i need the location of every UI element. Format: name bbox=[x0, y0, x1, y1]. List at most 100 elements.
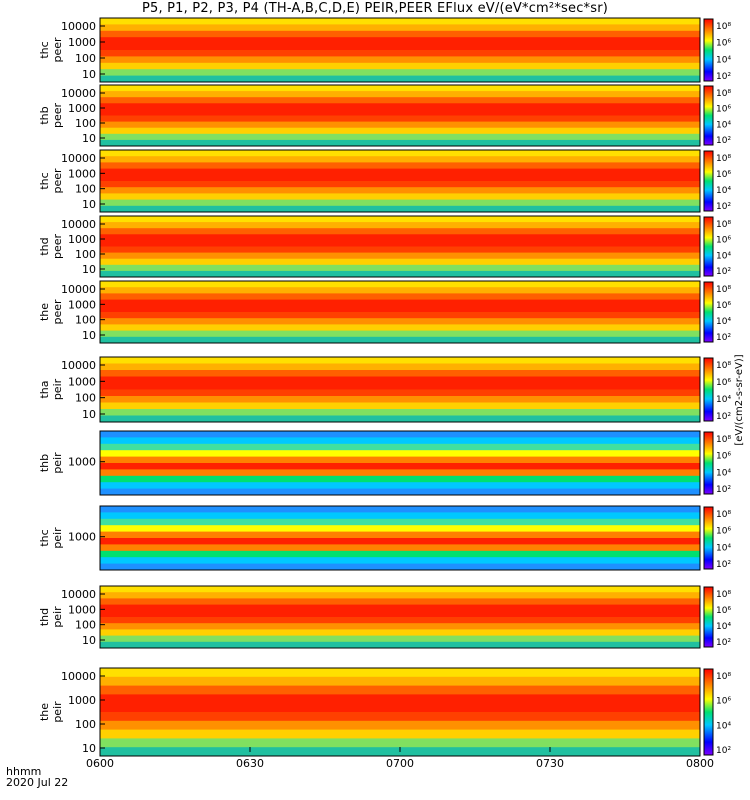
y-tick-label: 1000 bbox=[68, 603, 96, 616]
spectrogram-band bbox=[100, 402, 700, 410]
y-tick-label: 10000 bbox=[61, 670, 96, 683]
spectrogram-band bbox=[100, 50, 700, 57]
y-tick-label: 10 bbox=[82, 263, 96, 276]
colorbar-tick-label: 10⁶ bbox=[716, 606, 731, 616]
colorbar bbox=[703, 85, 714, 146]
spectrogram-band bbox=[100, 281, 700, 288]
panel-label: thd bbox=[38, 608, 51, 626]
colorbar bbox=[703, 586, 714, 648]
colorbar bbox=[703, 506, 714, 570]
spectrogram-band bbox=[100, 635, 700, 643]
y-tick-label: 10 bbox=[82, 742, 96, 755]
spectrogram-panel bbox=[100, 586, 700, 649]
colorbar-tick-label: 10⁸ bbox=[716, 361, 731, 371]
colorbar-tick-label: 10² bbox=[716, 746, 731, 756]
y-tick-label: 100 bbox=[75, 183, 96, 196]
y-tick-label: 100 bbox=[75, 619, 96, 632]
spectrogram-band bbox=[100, 75, 700, 83]
colorbar-tick-label: 10⁶ bbox=[716, 527, 731, 537]
spectrogram-band bbox=[100, 550, 700, 558]
y-tick-label: 100 bbox=[75, 718, 96, 731]
spectrogram-band bbox=[100, 456, 700, 464]
colorbar-tick-label: 10⁴ bbox=[716, 468, 731, 478]
spectrogram-band bbox=[100, 85, 700, 92]
y-tick-label: 1000 bbox=[68, 531, 96, 544]
spectrogram-band bbox=[100, 121, 700, 129]
y-tick-label: 10000 bbox=[61, 588, 96, 601]
colorbar-tick-label: 10⁶ bbox=[716, 697, 731, 707]
spectrogram-band bbox=[100, 258, 700, 266]
spectrogram-band bbox=[100, 24, 700, 32]
spectrogram-band bbox=[100, 685, 700, 695]
spectrogram-band bbox=[100, 694, 700, 704]
y-tick-label: 10 bbox=[82, 634, 96, 647]
spectrogram-band bbox=[100, 336, 700, 344]
spectrogram-band bbox=[100, 357, 700, 364]
y-tick-label: 100 bbox=[75, 117, 96, 130]
x-tick-label: 0630 bbox=[236, 757, 264, 770]
panel-label: thc bbox=[38, 172, 51, 189]
spectrogram-band bbox=[100, 623, 700, 630]
spectrogram-band bbox=[100, 199, 700, 207]
y-tick-label: 1000 bbox=[68, 456, 96, 469]
panel-frame bbox=[99, 356, 701, 423]
spectrogram-band bbox=[100, 234, 700, 241]
colorbar-tick-label: 10⁴ bbox=[716, 55, 731, 65]
panel-label: peir bbox=[51, 527, 64, 549]
spectrogram-band bbox=[100, 506, 700, 513]
y-tick-label: 10 bbox=[82, 132, 96, 145]
spectrogram-band bbox=[100, 443, 700, 451]
spectrogram-band bbox=[100, 676, 700, 687]
colorbar-axis-label: [eV/(cm2-s-sr-eV)] bbox=[734, 354, 745, 445]
spectrogram-band bbox=[100, 469, 700, 477]
spectrogram-band bbox=[100, 18, 700, 25]
y-tick-label: 10000 bbox=[61, 152, 96, 165]
spectrogram-band bbox=[100, 240, 700, 247]
colorbar-tick-label: 10⁴ bbox=[716, 251, 731, 261]
colorbar bbox=[703, 281, 714, 343]
panel-label: thc bbox=[38, 529, 51, 546]
spectrogram-band bbox=[100, 216, 700, 223]
panel-frame bbox=[99, 585, 701, 649]
colorbar-tick-label: 10⁸ bbox=[716, 590, 731, 600]
colorbar-tick-label: 10² bbox=[716, 638, 731, 648]
panel-label: the bbox=[38, 303, 51, 321]
y-tick-label: 100 bbox=[75, 248, 96, 261]
y-tick-label: 1000 bbox=[68, 102, 96, 115]
colorbar-tick-label: 10⁸ bbox=[716, 89, 731, 99]
spectrogram-panel bbox=[100, 18, 700, 83]
spectrogram-band bbox=[100, 174, 700, 182]
colorbar-tick-label: 10⁸ bbox=[716, 435, 731, 445]
colorbar-tick-label: 10⁴ bbox=[716, 543, 731, 553]
spectrogram-band bbox=[100, 156, 700, 163]
spectrogram-band bbox=[100, 437, 700, 445]
colorbar-tick-label: 10² bbox=[716, 72, 731, 82]
spectrogram-panel bbox=[100, 216, 700, 278]
spectrogram-band bbox=[100, 610, 700, 618]
spectrogram-band bbox=[100, 363, 700, 371]
colorbar bbox=[703, 216, 714, 277]
panel-frame bbox=[99, 430, 701, 496]
y-tick-label: 10 bbox=[82, 68, 96, 81]
spectrogram-band bbox=[100, 641, 700, 649]
spectrogram-band bbox=[100, 150, 700, 157]
x-tick-label: 0700 bbox=[386, 757, 414, 770]
spectrogram-band bbox=[100, 252, 700, 260]
colorbar-tick-label: 10⁸ bbox=[716, 285, 731, 295]
panel-frame bbox=[99, 17, 701, 83]
colorbar bbox=[703, 150, 714, 212]
spectrogram-band bbox=[100, 482, 700, 490]
panel-label: thb bbox=[38, 106, 51, 124]
colorbar-tick-label: 10² bbox=[716, 333, 731, 343]
colorbar-tick-label: 10² bbox=[716, 560, 731, 570]
spectrogram-band bbox=[100, 43, 700, 51]
y-tick-label: 1000 bbox=[68, 298, 96, 311]
spectrogram-band bbox=[100, 592, 700, 599]
y-tick-label: 100 bbox=[75, 52, 96, 65]
spectrogram-band bbox=[100, 538, 700, 545]
colorbar-tick-label: 10² bbox=[716, 267, 731, 277]
spectrogram-band bbox=[100, 629, 700, 637]
panel-label: peir bbox=[51, 378, 64, 400]
colorbar-tick-label: 10² bbox=[716, 412, 731, 422]
